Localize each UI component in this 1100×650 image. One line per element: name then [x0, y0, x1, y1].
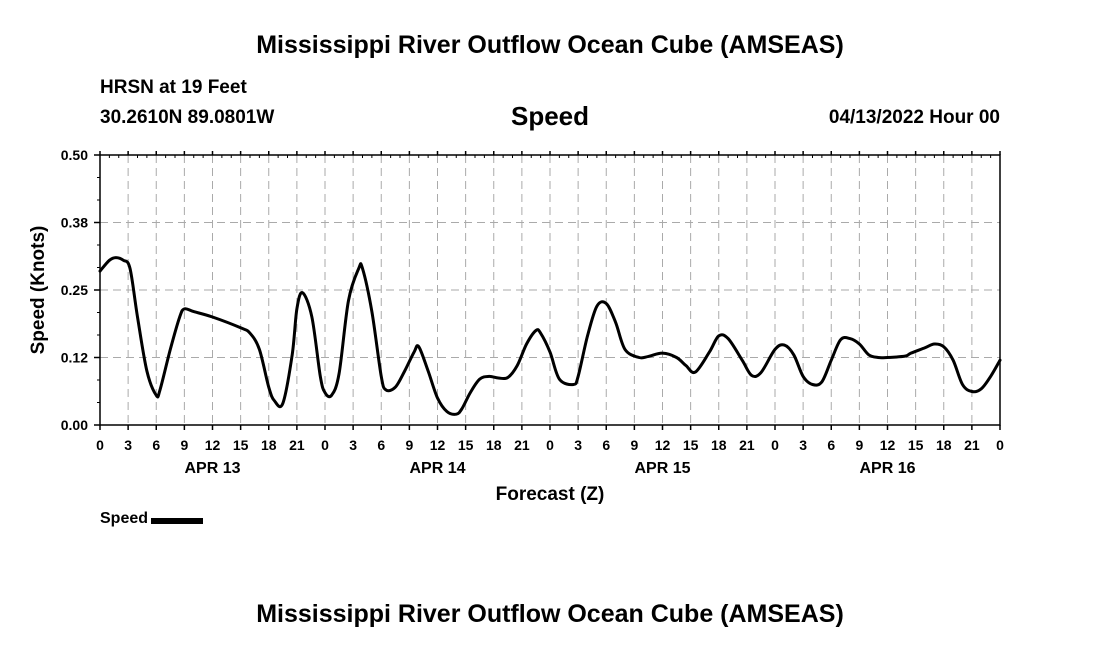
x-tick-label: 0: [96, 437, 104, 453]
x-tick-label: 21: [739, 437, 755, 453]
x-tick-label: 15: [683, 437, 699, 453]
coordinates-label: 30.2610N 89.0801W: [100, 107, 275, 128]
x-axis-label: Forecast (Z): [496, 484, 605, 505]
x-tick-label: 12: [205, 437, 221, 453]
y-tick-label: 0.50: [61, 147, 88, 163]
x-tick-label: 9: [405, 437, 413, 453]
chart-main-title: Mississippi River Outflow Ocean Cube (AM…: [256, 31, 844, 59]
x-tick-label: 12: [880, 437, 896, 453]
x-tick-label: 21: [514, 437, 530, 453]
x-tick-label: 18: [261, 437, 277, 453]
x-tick-label: 3: [574, 437, 582, 453]
x-tick-label: 12: [655, 437, 671, 453]
date-label: APR 16: [859, 460, 915, 477]
station-label: HRSN at 19 Feet: [100, 77, 247, 98]
x-tick-label: 15: [908, 437, 924, 453]
chart-main-title-repeat: Mississippi River Outflow Ocean Cube (AM…: [256, 600, 844, 628]
y-tick-label: 0.00: [61, 417, 88, 433]
x-tick-label: 9: [855, 437, 863, 453]
x-tick-label: 3: [799, 437, 807, 453]
x-tick-label: 6: [377, 437, 385, 453]
y-tick-label: 0.12: [61, 350, 88, 366]
x-tick-label: 9: [630, 437, 638, 453]
date-label: APR 13: [184, 460, 240, 477]
x-tick-label: 12: [430, 437, 446, 453]
speed-chart: 0.00 0.12 0.25 0.38 0.50 0 3 6 9 12 15 18 21 0 3 6 9 12 15…: [28, 147, 1004, 505]
x-tick-label: 18: [486, 437, 502, 453]
x-tick-label: 9: [180, 437, 188, 453]
x-tick-label: 15: [233, 437, 249, 453]
legend-swatch: [151, 517, 204, 524]
x-tick-label: 21: [964, 437, 980, 453]
x-tick-label: 6: [827, 437, 835, 453]
date-label: APR 14: [409, 460, 465, 477]
y-tick-label: 0.25: [61, 282, 88, 298]
date-label: APR 15: [634, 460, 690, 477]
x-tick-label: 0: [771, 437, 779, 453]
y-axis-label: Speed (Knots): [28, 226, 49, 355]
x-tick-label: 6: [152, 437, 160, 453]
x-tick-label: 0: [996, 437, 1004, 453]
x-tick-label: 6: [602, 437, 610, 453]
speed-series-line: [98, 256, 1002, 416]
x-tick-label: 21: [289, 437, 305, 453]
legend-label: Speed: [100, 510, 149, 527]
x-tick-label: 0: [321, 437, 329, 453]
legend: Speed: [100, 510, 204, 528]
x-tick-label: 3: [349, 437, 357, 453]
x-tick-label: 0: [546, 437, 554, 453]
x-tick-label: 18: [936, 437, 952, 453]
forecast-datetime: 04/13/2022 Hour 00: [828, 107, 1000, 128]
x-tick-label: 15: [458, 437, 474, 453]
chart-subtitle: Speed: [510, 101, 590, 131]
y-tick-label: 0.38: [61, 215, 88, 231]
x-tick-label: 3: [124, 437, 132, 453]
x-tick-label: 18: [711, 437, 727, 453]
